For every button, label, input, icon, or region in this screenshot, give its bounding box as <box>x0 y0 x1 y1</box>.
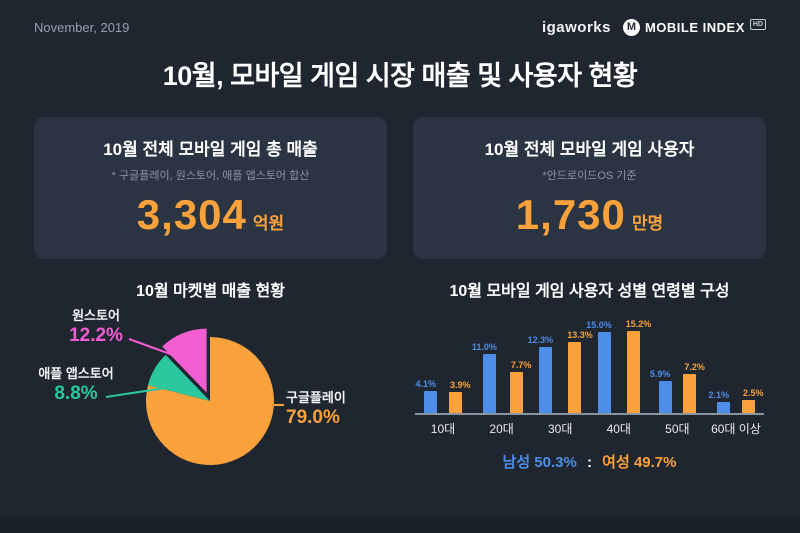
bar-group-5: 2.1% 2.5% <box>708 311 764 413</box>
pie-chart-title: 10월 마켓별 매출 현황 <box>136 283 285 300</box>
charts-row: 10월 마켓별 매출 현황 원스토어 12.2% 애플 앱스토어 8.8% <box>34 277 766 510</box>
googleplay-name: 구글플레이 <box>286 390 346 405</box>
googleplay-pct: 79.0% <box>286 407 340 428</box>
bar <box>717 401 731 413</box>
bottom-band <box>0 517 800 533</box>
apple-appstore-name: 애플 앱스토어 <box>38 366 114 381</box>
category-label-3: 40대 <box>606 422 631 436</box>
pie-slice-1 <box>148 354 210 401</box>
mobileindex-m-icon: M <box>622 18 640 36</box>
onestore-pct: 12.2% <box>69 325 123 346</box>
users-card-value-row: 1,730 만명 <box>423 191 756 239</box>
bar <box>538 346 552 413</box>
bar <box>597 332 611 413</box>
bar <box>741 399 755 413</box>
revenue-value: 3,304 <box>136 191 247 238</box>
bar <box>627 331 641 413</box>
revenue-card-title: 10월 전체 모바일 게임 총 매출 <box>103 140 318 159</box>
bar <box>509 371 523 413</box>
date-label: November, 2019 <box>34 19 130 35</box>
igaworks-logo: igaworks <box>541 18 611 36</box>
bar-value-label: 15.0% <box>586 320 612 331</box>
page-title: 10월, 모바일 게임 시장 매출 및 사용자 현황 <box>162 61 638 91</box>
apple-appstore-label: 애플 앱스토어 8.8% <box>26 363 126 405</box>
bar-column-female-3: 15.2% <box>621 319 651 413</box>
bar-group-2: 12.3% 13.3% <box>528 311 593 413</box>
onestore-label: 원스토어 12.2% <box>56 305 136 347</box>
onestore-name: 원스토어 <box>72 308 120 323</box>
bar-column-male-3: 15.0% <box>586 320 617 413</box>
hd-badge: HD <box>749 18 766 30</box>
users-card-title: 10월 전체 모바일 게임 사용자 <box>484 140 695 159</box>
category-label-0: 10대 <box>430 422 456 436</box>
bar-column-female-5: 2.5% <box>738 388 763 413</box>
bar-group-4: 5.9% 7.2% <box>649 311 705 413</box>
ratio-separator: : <box>587 454 592 471</box>
bar <box>568 341 582 413</box>
pie-chart <box>146 328 274 465</box>
bar-value-label: 7.2% <box>684 362 705 373</box>
bar-value-label: 2.5% <box>742 387 764 398</box>
revenue-card: 10월 전체 모바일 게임 총 매출 * 구글플레이, 원스토어, 애플 앱스토… <box>34 117 387 259</box>
bar-value-label: 7.7% <box>510 359 532 370</box>
bar-category-labels: 10대 20대 30대 40대 50대 60대 이상 <box>413 420 766 437</box>
header: November, 2019 igaworks M MOBILE INDEX H… <box>34 16 766 38</box>
male-ratio: 남성 50.3% <box>502 454 577 471</box>
bar-group-1: 11.0% 7.7% <box>472 311 531 413</box>
users-card-note: *안드로이드OS 기준 <box>542 170 637 182</box>
bar-chart-area: 4.1% 3.9% 11.0% 7.7% 12.3% 13.3% 15.0% 15.2% 5.9… <box>413 311 766 472</box>
apple-appstore-pct: 8.8% <box>54 383 98 404</box>
users-card: 10월 전체 모바일 게임 사용자 *안드로이드OS 기준 1,730 만명 <box>413 117 766 259</box>
stat-cards-row: 10월 전체 모바일 게임 총 매출 * 구글플레이, 원스토어, 애플 앱스토… <box>34 117 766 259</box>
bar <box>424 390 438 413</box>
brand-area: igaworks M MOBILE INDEX HD <box>541 18 766 36</box>
pie-chart-section: 10월 마켓별 매출 현황 원스토어 12.2% 애플 앱스토어 8.8% <box>34 277 387 510</box>
bar-value-label: 2.1% <box>708 389 729 400</box>
users-unit: 만명 <box>631 214 664 233</box>
bar-column-male-0: 4.1% <box>415 379 441 413</box>
pie-chart-area: 원스토어 12.2% 애플 앱스토어 8.8% 구글플레이 79.0% <box>34 305 387 510</box>
bar <box>448 392 462 413</box>
bar-column-male-5: 2.1% <box>708 390 734 413</box>
bar-chart-title: 10월 모바일 게임 사용자 성별 연령별 구성 <box>449 283 730 300</box>
mobileindex-logo: M MOBILE INDEX HD <box>622 18 766 36</box>
revenue-card-note: * 구글플레이, 원스토어, 애플 앱스토어 합산 <box>111 170 310 182</box>
bar-value-label: 4.1% <box>415 378 436 389</box>
gender-ratio-caption: 남성 50.3% : 여성 49.7% <box>413 451 766 472</box>
bar-value-label: 3.9% <box>450 380 471 391</box>
female-ratio: 여성 49.7% <box>602 454 677 471</box>
revenue-unit: 억원 <box>252 214 285 233</box>
users-value: 1,730 <box>515 191 626 238</box>
bar-column-male-1: 11.0% <box>472 342 502 413</box>
bar-value-label: 11.0% <box>471 341 497 352</box>
bar-column-male-4: 5.9% <box>650 369 676 413</box>
bar-column-female-1: 7.7% <box>506 360 531 413</box>
bar-group-3: 15.0% 15.2% <box>586 311 651 413</box>
bar-value-label: 15.2% <box>625 319 652 330</box>
bar <box>658 381 672 413</box>
bar <box>482 353 496 413</box>
category-label-5: 60대 이상 <box>711 422 761 436</box>
bar <box>683 374 697 413</box>
x-axis-baseline <box>415 413 764 415</box>
bar-column-female-0: 3.9% <box>445 380 471 413</box>
bar-column-female-4: 7.2% <box>679 362 705 413</box>
bar-group-0: 4.1% 3.9% <box>415 311 471 413</box>
bar-value-label: 12.3% <box>527 334 554 345</box>
bar-column-male-2: 12.3% <box>528 335 559 413</box>
bar-chart-section: 10월 모바일 게임 사용자 성별 연령별 구성 4.1% 3.9% 11.0% 7.… <box>413 277 766 510</box>
category-label-1: 20대 <box>489 422 514 436</box>
revenue-card-value-row: 3,304 억원 <box>44 191 377 239</box>
bar-value-label: 5.9% <box>649 369 671 380</box>
bar-value-label: 13.3% <box>567 329 593 340</box>
category-label-4: 50대 <box>665 422 690 436</box>
bar-column-female-2: 13.3% <box>562 330 593 413</box>
category-label-2: 30대 <box>547 422 573 436</box>
bar-groups: 4.1% 3.9% 11.0% 7.7% 12.3% 13.3% 15.0% 15.2% 5.9… <box>413 311 766 413</box>
googleplay-label: 구글플레이 79.0% <box>286 387 376 429</box>
mobileindex-logo-text: MOBILE INDEX <box>644 19 745 35</box>
